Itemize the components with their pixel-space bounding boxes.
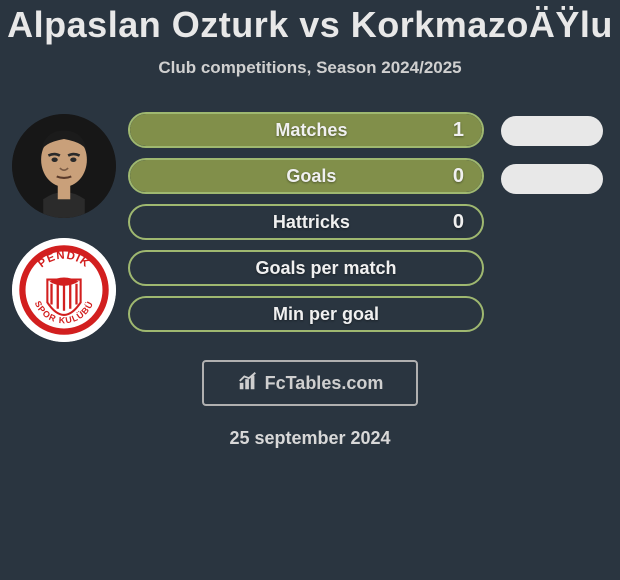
blank-pill [501, 116, 603, 146]
club-badge: PENDİK SPOR KULÜBÜ [12, 238, 116, 342]
stat-value: 1 [453, 119, 482, 142]
stat-bar: Min per goal [128, 296, 484, 332]
content-row: PENDİK SPOR KULÜBÜ [0, 112, 620, 342]
stat-value: 0 [453, 211, 482, 234]
player-face-icon [12, 114, 116, 218]
stat-bar: Goals per match [128, 250, 484, 286]
stat-label: Goals [130, 166, 453, 187]
stat-bar: Goals0 [128, 158, 484, 194]
right-column [492, 112, 612, 194]
brand-text: FcTables.com [265, 373, 384, 394]
avatars-column: PENDİK SPOR KULÜBÜ [8, 112, 120, 342]
page-subtitle: Club competitions, Season 2024/2025 [0, 58, 620, 78]
page-title: Alpaslan Ozturk vs KorkmazoÄŸlu [0, 4, 620, 46]
brand-badge[interactable]: FcTables.com [202, 360, 418, 406]
club-badge-icon: PENDİK SPOR KULÜBÜ [12, 238, 116, 342]
stat-bar: Matches1 [128, 112, 484, 148]
stats-column: Matches1Goals0Hattricks0Goals per matchM… [128, 112, 484, 332]
stat-label: Hattricks [130, 212, 453, 233]
blank-pill [501, 164, 603, 194]
date-label: 25 september 2024 [0, 428, 620, 449]
stat-label: Goals per match [130, 258, 482, 279]
chart-icon [237, 370, 259, 397]
player-avatar [12, 114, 116, 218]
stat-label: Matches [130, 120, 453, 141]
stat-bar: Hattricks0 [128, 204, 484, 240]
stat-value: 0 [453, 165, 482, 188]
stat-label: Min per goal [130, 304, 482, 325]
